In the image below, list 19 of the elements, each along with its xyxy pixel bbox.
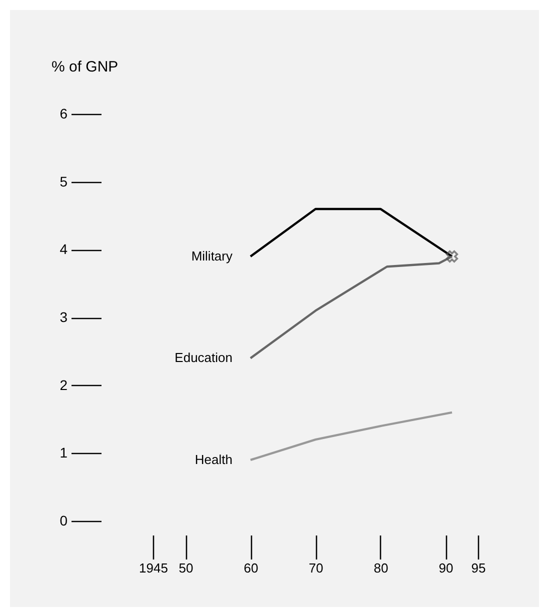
y-tick-label: 2 [60,376,68,393]
x-tick-label: 50 [178,560,194,576]
y-axis-title: % of GNP [52,58,118,76]
y-tick-label: 4 [60,241,68,258]
x-tick-label: 90 [438,560,454,576]
x-tick-label: 95 [471,560,486,576]
line-series [249,411,454,462]
y-tick-label: 5 [60,173,68,190]
series-label: Health [194,452,232,467]
y-tick-label: 0 [60,512,68,528]
y-tick-label: 6 [60,106,68,122]
x-tick-label: 60 [244,560,258,576]
x-tick-label: 1945 [139,560,168,576]
series-label: Education [174,350,232,366]
x-tick-label: 70 [308,560,324,576]
series-label: Military [191,248,233,264]
y-tick-label: 3 [60,309,68,325]
x-tick-label: 80 [374,560,388,576]
y-tick-label: 1 [60,444,68,461]
